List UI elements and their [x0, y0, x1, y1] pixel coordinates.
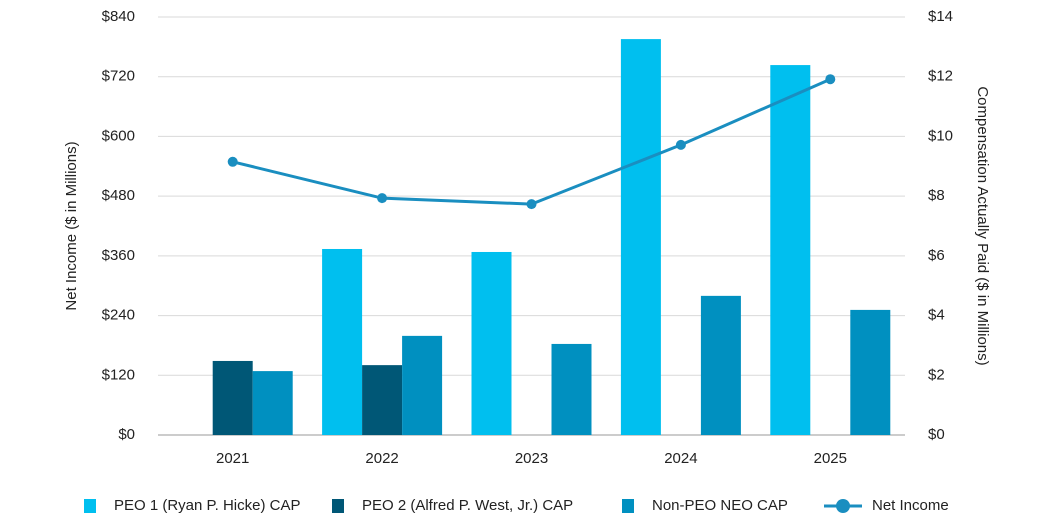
line-point — [377, 193, 388, 204]
bar — [252, 371, 293, 435]
legend-label: Non-PEO NEO CAP — [652, 497, 788, 514]
bar — [770, 65, 811, 435]
legend-label: PEO 2 (Alfred P. West, Jr.) CAP — [362, 497, 573, 514]
y2-tick-label: $12 — [928, 68, 953, 85]
y-tick-label: $840 — [102, 8, 135, 25]
line-point — [825, 74, 836, 85]
y2-tick-label: $10 — [928, 127, 953, 144]
legend-swatch — [836, 499, 850, 513]
line-point — [227, 156, 238, 167]
y-tick-label: $720 — [102, 68, 135, 85]
y2-tick-label: $0 — [928, 426, 945, 443]
x-tick-label: 2023 — [515, 450, 548, 467]
line-point — [675, 139, 686, 150]
y-tick-label: $120 — [102, 366, 135, 383]
bar — [471, 251, 512, 435]
legend-label: Net Income — [872, 497, 949, 514]
x-tick-label: 2022 — [365, 450, 398, 467]
bar — [212, 360, 253, 435]
y2-tick-label: $2 — [928, 366, 945, 383]
y-axis-title: Net Income ($ in Millions) — [63, 141, 80, 310]
y2-axis-title: Compensation Actually Paid ($ in Million… — [974, 86, 991, 365]
legend-swatch — [332, 499, 344, 513]
line-point — [526, 199, 537, 210]
line — [232, 77, 831, 206]
x-tick-label: 2021 — [216, 450, 249, 467]
bar — [551, 343, 592, 435]
bar — [700, 295, 741, 435]
x-tick-label: 2024 — [664, 450, 697, 467]
legend-label: PEO 1 (Ryan P. Hicke) CAP — [114, 497, 300, 514]
legend-swatch — [622, 499, 634, 513]
legend-swatch — [84, 499, 96, 513]
y2-tick-label: $8 — [928, 187, 945, 204]
y-tick-label: $480 — [102, 187, 135, 204]
y-tick-label: $0 — [118, 426, 135, 443]
x-tick-label: 2025 — [814, 450, 847, 467]
bar — [850, 309, 891, 435]
y-tick-label: $360 — [102, 247, 135, 264]
bar — [362, 365, 403, 435]
bar — [402, 335, 443, 435]
y-tick-label: $240 — [102, 307, 135, 324]
bar — [322, 248, 363, 435]
y-tick-label: $600 — [102, 127, 135, 144]
y2-tick-label: $6 — [928, 247, 945, 264]
bar — [620, 39, 661, 435]
y2-tick-label: $14 — [928, 8, 953, 25]
y2-tick-label: $4 — [928, 307, 945, 324]
